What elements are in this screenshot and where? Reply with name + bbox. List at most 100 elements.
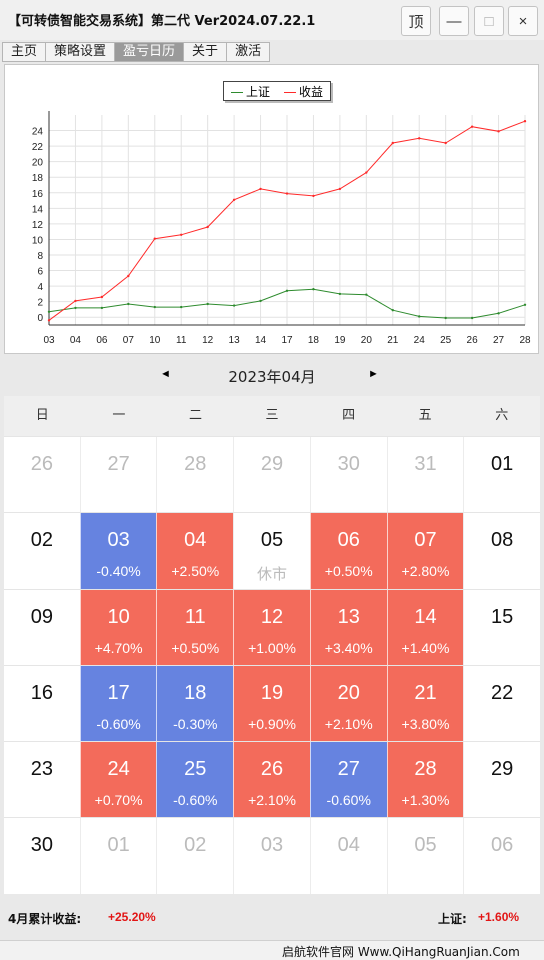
legend-label-sh: 上证 [245,84,270,99]
calendar-day-cell[interactable]: 02 [4,513,80,589]
calendar-day-cell[interactable]: 06 [463,818,541,894]
series-point-1 [47,319,51,322]
tab-1[interactable]: 策略设置 [45,42,115,62]
calendar-day-cell[interactable]: 26 +2.10% [233,742,310,818]
calendar-day-cell[interactable]: 27 -0.60% [309,742,387,818]
series-point-1 [338,187,342,191]
day-number: 18 [184,681,207,704]
day-return: +2.80% [401,563,450,580]
calendar-day-cell[interactable]: 23 [4,742,80,818]
calendar-day-cell[interactable]: 01 [463,437,541,513]
series-point-0 [285,289,289,292]
calendar-day-cell[interactable]: 09 [4,589,80,665]
calendar-day-cell[interactable]: 05 [386,818,464,894]
calendar-day-cell[interactable]: 14 +1.40% [386,589,464,665]
day-number: 20 [337,681,360,704]
maximize-button[interactable]: □ [474,6,504,36]
calendar-day-cell[interactable]: 07 +2.80% [386,513,464,589]
calendar-day-cell[interactable]: 27 [79,437,157,513]
calendar-day-cell[interactable]: 30 [4,818,80,894]
series-point-1 [365,171,368,174]
calendar-day-cell[interactable]: 03 -0.40% [79,513,157,589]
calendar-week: 30 01 02 03 04 05 06 [4,817,541,894]
calendar-week: 09 10 +4.70% 11 +0.50% 12 +1.00% 13 +3.40% 14 +1.4… [4,588,541,665]
tab-3[interactable]: 关于 [183,42,227,62]
month-label: 2023年04月 [228,368,316,386]
calendar-day-cell[interactable]: 20 +2.10% [309,665,387,742]
calendar-day-cell[interactable]: 06 +0.50% [309,513,387,589]
calendar-day-cell[interactable]: 26 [4,437,80,513]
calendar-day-cell[interactable]: 19 +0.90% [233,665,310,742]
day-number: 06 [337,529,360,552]
chart-legend: 上证 收益 [223,81,331,101]
x-tick-label: 20 [361,335,373,346]
day-number: 22 [491,681,514,704]
day-return: +2.10% [248,792,296,809]
calendar-day-cell[interactable]: 05 休市 [233,513,310,589]
calendar-week: 02 03 -0.40% 04 +2.50% 05 休市 06 +0.50% 07 +2.80% 08 [4,512,541,589]
calendar-day-cell[interactable]: 04 +2.50% [156,513,234,589]
tab-0[interactable]: 主页 [2,42,46,62]
calendar-day-cell[interactable]: 16 [4,665,80,742]
tab-4[interactable]: 激活 [226,42,271,62]
calendar-day-cell[interactable]: 13 +3.40% [309,589,387,665]
market-closed-note: 休市 [257,565,288,584]
prev-month-arrow-icon[interactable]: ◄ [160,368,171,380]
day-number: 02 [184,834,207,857]
day-number: 12 [260,605,284,628]
day-number: 26 [30,453,53,475]
series-point-1 [523,120,527,123]
calendar-day-cell[interactable]: 04 [309,818,387,894]
calendar-day-cell[interactable]: 29 [463,742,541,818]
calendar-day-cell[interactable]: 28 [156,437,234,513]
legend-swatch-profit [283,91,296,93]
series-point-0 [100,306,104,310]
calendar-day-cell[interactable]: 11 +0.50% [156,589,234,665]
series-point-0 [47,310,51,313]
website-link[interactable]: 启航软件官网 Www.QiHangRuanJian.Com [282,945,520,959]
series-point-1 [206,225,209,229]
day-number: 13 [337,605,360,628]
month-total-label: 4月累计收益: [8,912,82,926]
series-point-1 [180,233,183,236]
next-month-arrow-icon[interactable]: ► [368,368,379,380]
calendar-day-cell[interactable]: 24 +0.70% [79,742,157,818]
calendar-day-cell[interactable]: 18 -0.30% [156,665,234,742]
x-tick-label: 10 [149,335,161,346]
calendar-day-cell[interactable]: 10 +4.70% [79,589,157,665]
tab-2[interactable]: 盈亏日历 [114,42,184,62]
series-point-1 [100,295,104,299]
day-return: +2.10% [324,715,373,732]
month-total-value: +25.20% [108,910,156,924]
day-number: 31 [414,453,437,475]
weekday-2: 二 [188,408,202,423]
day-return: +1.30% [401,792,450,809]
index-value: +1.60% [478,910,520,924]
calendar-day-cell[interactable]: 22 [463,665,541,742]
calendar-day-cell[interactable]: 03 [233,818,310,894]
calendar-day-cell[interactable]: 31 [386,437,464,513]
day-return: +0.50% [171,639,220,656]
calendar-day-cell[interactable]: 08 [463,513,541,589]
minimize-button[interactable]: — [439,6,469,36]
calendar-day-cell[interactable]: 25 -0.60% [156,742,234,818]
series-point-0 [444,316,447,320]
calendar-day-cell[interactable]: 17 -0.60% [79,665,157,742]
day-number: 07 [414,529,437,552]
series-point-1 [127,274,130,278]
calendar-day-cell[interactable]: 21 +3.80% [386,665,464,742]
calendar-day-cell[interactable]: 28 +1.30% [386,742,464,818]
calendar-day-cell[interactable]: 15 [463,589,541,665]
close-button[interactable]: × [508,6,538,36]
calendar-day-cell[interactable]: 30 [309,437,387,513]
pin-top-button[interactable]: 顶 [401,6,431,36]
calendar-day-cell[interactable]: 01 [79,818,157,894]
calendar-day-cell[interactable]: 29 [233,437,310,513]
day-number: 14 [414,605,437,628]
calendar-day-cell[interactable]: 02 [156,818,234,894]
day-number: 28 [184,453,207,475]
weekday-4: 四 [342,408,356,423]
x-tick-label: 28 [519,335,531,346]
y-tick-label: 4 [37,282,43,293]
calendar-day-cell[interactable]: 12 +1.00% [233,589,310,665]
